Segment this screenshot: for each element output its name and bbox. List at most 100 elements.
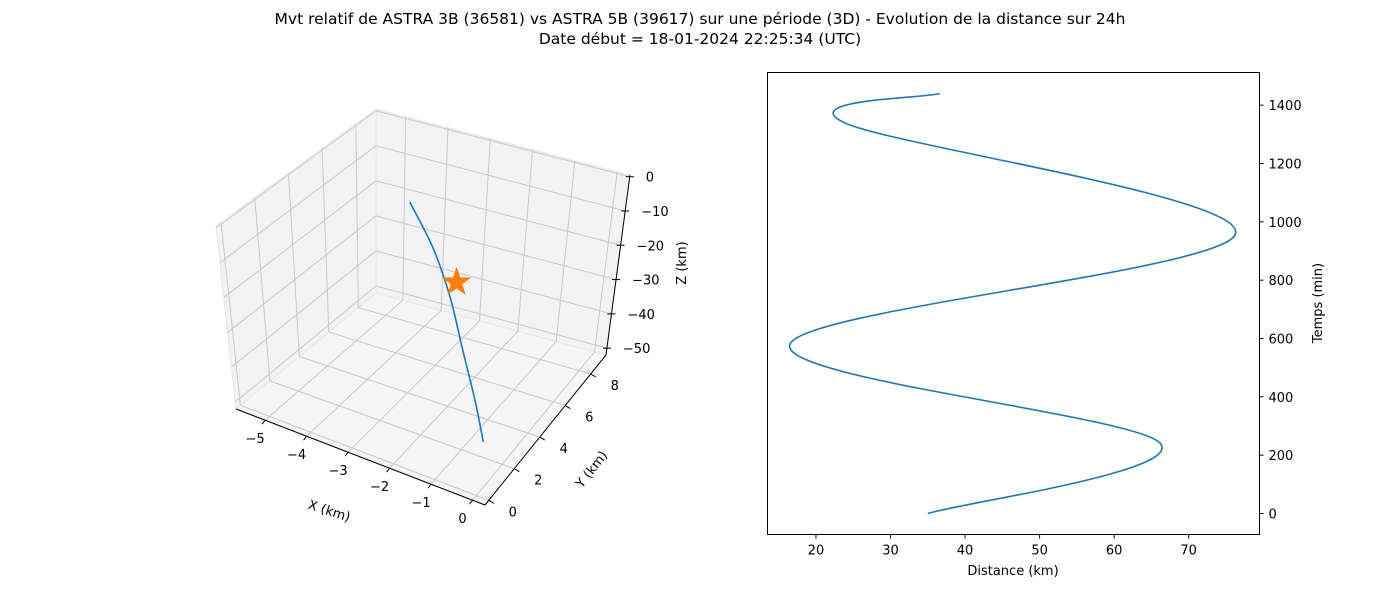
y-tick-mark-3d: [539, 436, 546, 441]
chart-title: Mvt relatif de ASTRA 3B (36581) vs ASTRA…: [275, 10, 1126, 28]
y-tick-label-3d: 0: [509, 505, 517, 520]
x-axis-label: Distance (km): [967, 564, 1058, 579]
plot-frame: [767, 72, 1260, 535]
x-tick-label-3d: −5: [245, 432, 264, 447]
y-axis-label: Temps (min): [1311, 263, 1326, 344]
grid-y-wall: [254, 197, 271, 381]
x-tick-mark-3d: [303, 435, 307, 441]
grid-z-left: [223, 180, 377, 298]
grid-z-left: [227, 215, 377, 333]
z-tick-label-3d: −50: [623, 342, 650, 357]
z-tick-label-3d: −30: [632, 274, 659, 289]
x-tick-label-3d: −3: [328, 464, 347, 479]
grid-y-wall: [355, 123, 359, 308]
x-tick-label-3d: −2: [370, 480, 389, 495]
grid-z-right: [375, 110, 630, 178]
grid-x-floor: [389, 330, 519, 469]
z-axis-line-3d: [605, 174, 631, 356]
x-tick-mark-3d: [427, 483, 432, 489]
y-tick-mark-3d: [590, 373, 596, 378]
z-tick-label-3d: −10: [641, 205, 668, 220]
x-tick-label-3d: −4: [287, 448, 306, 463]
y-tick-label: 800: [1269, 274, 1294, 289]
y-axis-line-3d: [484, 354, 607, 506]
y-tick-mark-3d: [488, 499, 495, 504]
y-axis-label-3d: Y (km): [573, 449, 612, 492]
grid-y-floor: [269, 380, 515, 470]
y-tick-label: 400: [1269, 391, 1294, 406]
x-tick-mark-3d: [469, 499, 473, 505]
x-tick-mark-3d: [386, 467, 390, 473]
grid-z-right: [375, 215, 617, 281]
grid-x-wall: [479, 138, 491, 321]
3d-gridlines: [215, 110, 630, 501]
grid-y-wall: [321, 148, 330, 333]
z-tick-label-3d: −20: [637, 239, 664, 254]
x-tick-label-3d: 0: [458, 512, 466, 527]
3d-axis-lines: [235, 174, 631, 506]
x-tick-label: 50: [1031, 544, 1048, 559]
reference-star-marker: [441, 266, 472, 295]
grid-z-right: [375, 250, 612, 315]
grid-x-floor: [347, 320, 480, 453]
y-axis-ticks: 0 200 400 600 800 1000 1200 1400: [1259, 99, 1302, 523]
x-axis-label-3d: X (km): [306, 498, 352, 526]
z-tick-label-3d: 0: [646, 171, 654, 186]
grid-y-wall: [287, 173, 300, 357]
grid-x-floor: [306, 310, 442, 437]
z-axis-ticks-3d: 0 −10 −20 −30 −40 −50: [602, 171, 669, 357]
3d-panes: [215, 108, 631, 506]
y-tick-label: 1200: [1269, 158, 1302, 173]
x-tick-label: 70: [1180, 544, 1197, 559]
y-tick-label-3d: 8: [611, 379, 619, 394]
x-tick-label: 20: [808, 544, 825, 559]
grid-z-left: [231, 250, 377, 368]
grid-x-wall: [555, 160, 576, 342]
2d-series: [789, 92, 1237, 515]
grid-x-wall: [594, 171, 618, 352]
x-tick-mark-3d: [261, 419, 266, 425]
3d-series: [409, 201, 485, 443]
grid-y-floor: [299, 356, 540, 438]
z-axis-label-3d: Z (km): [675, 241, 690, 284]
x-tick-label-3d: −1: [411, 496, 430, 511]
grid-x-wall: [440, 127, 449, 311]
grid-y-floor: [358, 307, 591, 375]
grid-z-right: [375, 180, 621, 246]
grid-x-wall: [402, 116, 407, 301]
grid-z-left: [215, 110, 377, 229]
trajectory-line-3d: [409, 201, 485, 443]
y-tick-label: 1000: [1269, 216, 1302, 231]
x-tick-mark-3d: [344, 451, 349, 457]
x-tick-label: 60: [1106, 544, 1123, 559]
grid-y-floor: [240, 404, 489, 501]
grid-x-floor: [430, 341, 557, 485]
z-tick-label-3d: −40: [627, 308, 654, 323]
chart-subtitle: Date début = 18-01-2024 22:25:34 (UTC): [539, 30, 861, 48]
grid-x-floor: [264, 299, 404, 421]
y-tick-label: 200: [1269, 449, 1294, 464]
y-tick-label: 0: [1269, 508, 1277, 523]
2d-axes: 20 30 40 50 60 70 0 200 400 600 800 1000 1200 1400 D…: [767, 72, 1326, 579]
x-tick-label: 30: [882, 544, 899, 559]
grid-x-wall: [517, 149, 534, 332]
grid-y-wall: [220, 222, 241, 406]
grid-z-left: [234, 285, 377, 403]
grid-z-right: [375, 285, 608, 349]
y-tick-label-3d: 4: [560, 442, 568, 457]
x-axis-ticks: 20 30 40 50 60 70: [808, 534, 1197, 559]
y-tick-mark-3d: [514, 468, 520, 473]
x-tick-label: 40: [957, 544, 974, 559]
x-axis-ticks-3d: −5 −4 −3 −2 −1 0: [245, 419, 473, 527]
y-axis-ticks-3d: 0 2 4 6 8: [488, 373, 619, 520]
grid-y-floor: [328, 331, 566, 407]
y-tick-label-3d: 2: [534, 474, 542, 489]
grid-z-right: [375, 145, 626, 212]
x-axis-line-3d: [235, 408, 486, 506]
y-tick-label: 600: [1269, 333, 1294, 348]
grid-x-floor: [472, 351, 595, 501]
y-tick-label-3d: 6: [585, 411, 593, 426]
distance-curve: [789, 92, 1237, 515]
